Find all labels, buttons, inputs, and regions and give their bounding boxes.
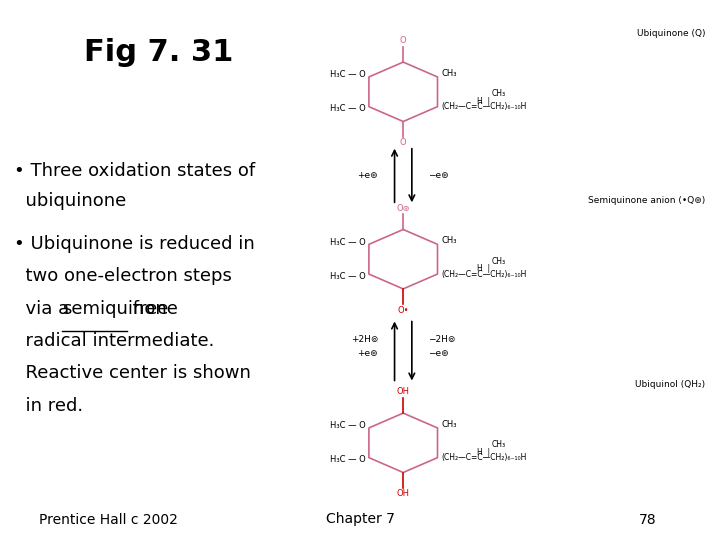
Text: Reactive center is shown: Reactive center is shown	[14, 364, 251, 382]
Text: semiquinone: semiquinone	[62, 300, 178, 318]
Text: H₃C — O: H₃C — O	[330, 455, 366, 464]
Text: H  |: H |	[477, 97, 490, 106]
Text: +e⊛: +e⊛	[357, 171, 378, 180]
Text: CH₃: CH₃	[492, 89, 505, 98]
Text: two one-electron steps: two one-electron steps	[14, 267, 233, 285]
Text: CH₃: CH₃	[441, 420, 456, 429]
Text: in red.: in red.	[14, 397, 84, 415]
Text: (CH₂—C=C—CH₂)₆₋₁₀H: (CH₂—C=C—CH₂)₆₋₁₀H	[441, 102, 526, 111]
Text: OH: OH	[397, 489, 410, 498]
Text: • Three oxidation states of: • Three oxidation states of	[14, 162, 256, 180]
Text: H₃C — O: H₃C — O	[330, 421, 366, 430]
Text: (CH₂—C=C—CH₂)₆₋₁₀H: (CH₂—C=C—CH₂)₆₋₁₀H	[441, 269, 526, 279]
Text: H₃C — O: H₃C — O	[330, 104, 366, 113]
Text: radical intermediate.: radical intermediate.	[14, 332, 215, 350]
Text: O: O	[400, 138, 407, 147]
Text: 78: 78	[639, 512, 657, 526]
Text: ubiquinone: ubiquinone	[14, 192, 127, 210]
Text: Fig 7. 31: Fig 7. 31	[84, 38, 233, 67]
Text: O•: O•	[397, 306, 409, 315]
Text: CH₃: CH₃	[492, 256, 505, 266]
Text: +e⊛: +e⊛	[357, 349, 378, 358]
Text: Ubiquinone (Q): Ubiquinone (Q)	[637, 29, 706, 38]
Text: CH₃: CH₃	[441, 236, 456, 245]
Text: CH₃: CH₃	[492, 440, 505, 449]
Text: −e⊛: −e⊛	[428, 349, 449, 358]
Text: • Ubiquinone is reduced in: • Ubiquinone is reduced in	[14, 235, 255, 253]
Text: −2H⊚: −2H⊚	[428, 335, 456, 343]
Text: H₃C — O: H₃C — O	[330, 70, 366, 79]
Text: H₃C — O: H₃C — O	[330, 272, 366, 281]
Text: Chapter 7: Chapter 7	[325, 512, 395, 526]
Text: Ubiquinol (QH₂): Ubiquinol (QH₂)	[636, 380, 706, 389]
Text: (CH₂—C=C—CH₂)₆₋₁₀H: (CH₂—C=C—CH₂)₆₋₁₀H	[441, 453, 526, 462]
Text: CH₃: CH₃	[441, 69, 456, 78]
Text: +2H⊚: +2H⊚	[351, 335, 378, 343]
Text: H₃C — O: H₃C — O	[330, 238, 366, 247]
Text: O: O	[400, 36, 407, 45]
Text: H  |: H |	[477, 264, 490, 273]
Text: Prentice Hall c 2002: Prentice Hall c 2002	[39, 512, 177, 526]
Text: free: free	[127, 300, 168, 318]
Text: H  |: H |	[477, 448, 490, 457]
Text: via a: via a	[14, 300, 76, 318]
Text: O⊛: O⊛	[397, 204, 410, 213]
Text: OH: OH	[397, 387, 410, 396]
Text: Semiquinone anion (•Q⊛): Semiquinone anion (•Q⊛)	[588, 196, 706, 205]
Text: −e⊛: −e⊛	[428, 171, 449, 180]
